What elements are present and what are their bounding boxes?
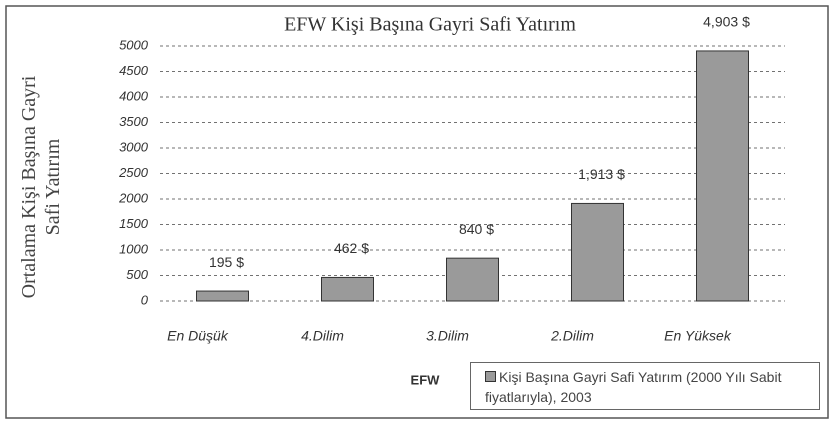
- y-tick-label: 4000: [119, 88, 149, 103]
- x-tick-label: 2.Dilim: [550, 328, 594, 344]
- x-tick-label: En Yüksek: [664, 328, 732, 344]
- y-tick-label: 1000: [119, 241, 149, 256]
- legend: Kişi Başına Gayri Safi Yatırım (2000 Yıl…: [470, 362, 820, 410]
- data-label: 1,913 $: [578, 166, 625, 182]
- x-axis-label: EFW: [411, 372, 441, 387]
- legend-swatch: [485, 371, 496, 382]
- x-tick-label: En Düşük: [167, 328, 229, 344]
- y-tick-label: 2500: [118, 165, 149, 180]
- data-label: 840 $: [459, 221, 494, 237]
- bar: [571, 202, 624, 302]
- x-tick-label: 3.Dilim: [426, 328, 469, 344]
- chart-title: EFW Kişi Başına Gayri Safi Yatırım: [284, 14, 576, 36]
- y-tick-label: 3000: [119, 139, 149, 154]
- y-tick-label: 0: [141, 292, 149, 307]
- bar: [696, 50, 749, 302]
- frame: [5, 5, 829, 419]
- bar: [321, 276, 374, 302]
- data-label: 195 $: [209, 254, 244, 270]
- y-tick-label: 1500: [119, 216, 149, 231]
- x-tick-label: 4.Dilim: [301, 328, 344, 344]
- y-tick-label: 500: [126, 267, 148, 282]
- y-tick-label: 5000: [119, 37, 149, 52]
- y-axis-label: Ortalama Kişi Başına Gayri Safi Yatırım: [18, 75, 64, 299]
- bar: [446, 257, 499, 302]
- y-tick-label: 3500: [119, 114, 149, 129]
- data-label: 462 $: [334, 240, 369, 256]
- bar: [196, 290, 249, 302]
- legend-label: Kişi Başına Gayri Safi Yatırım (2000 Yıl…: [485, 369, 782, 405]
- data-label: 4,903 $: [703, 14, 750, 30]
- y-tick-label: 2000: [118, 190, 149, 205]
- y-tick-label: 4500: [119, 63, 149, 78]
